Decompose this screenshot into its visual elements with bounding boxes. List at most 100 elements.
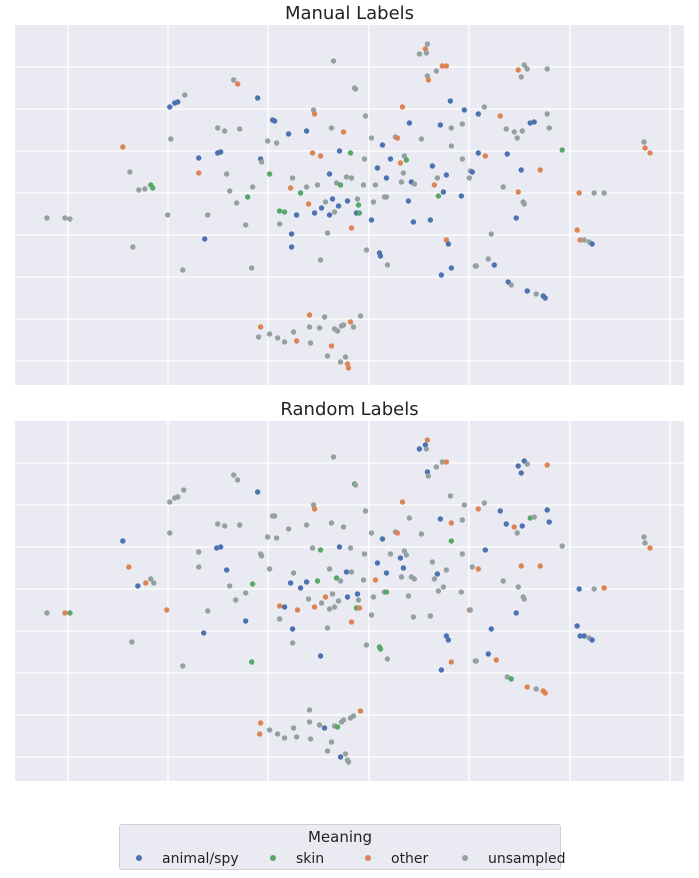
scatter-point bbox=[180, 267, 186, 273]
scatter-point bbox=[383, 589, 390, 595]
scatter-point bbox=[271, 118, 278, 124]
scatter-point bbox=[475, 566, 482, 572]
scatter-point bbox=[361, 551, 368, 557]
scatter-point bbox=[443, 633, 450, 639]
scatter-point bbox=[437, 122, 444, 128]
scatter-point bbox=[448, 659, 455, 665]
scatter-point bbox=[458, 193, 465, 199]
scatter-point bbox=[333, 575, 340, 581]
scatter-point bbox=[328, 343, 335, 349]
scatter-point bbox=[266, 171, 273, 177]
scatter-point bbox=[318, 600, 325, 606]
scatter-point bbox=[481, 104, 487, 110]
scatter-point bbox=[202, 236, 208, 242]
plot-background bbox=[15, 421, 684, 781]
scatter-point bbox=[276, 616, 283, 622]
scatter-point bbox=[514, 135, 520, 141]
scatter-point bbox=[513, 610, 519, 616]
scatter-point bbox=[546, 125, 552, 131]
scatter-point bbox=[482, 153, 488, 159]
scatter-point bbox=[533, 291, 539, 297]
scatter-point bbox=[196, 155, 202, 161]
scatter-point bbox=[448, 520, 455, 526]
scatter-point bbox=[469, 564, 476, 570]
scatter-point bbox=[307, 736, 314, 742]
scatter-point bbox=[175, 494, 181, 500]
scatter-point bbox=[448, 538, 455, 544]
scatter-point bbox=[589, 637, 595, 643]
legend-label: other bbox=[391, 851, 429, 867]
scatter-point bbox=[488, 626, 494, 632]
scatter-point bbox=[271, 513, 278, 519]
scatter-point bbox=[576, 190, 582, 196]
scatter-point bbox=[248, 265, 255, 271]
scatter-plot-manual bbox=[15, 25, 684, 385]
scatter-point bbox=[601, 190, 607, 196]
scatter-point bbox=[324, 230, 331, 236]
scatter-point bbox=[438, 667, 445, 673]
scatter-point bbox=[324, 625, 331, 631]
scatter-point bbox=[266, 566, 273, 572]
scatter-point bbox=[504, 674, 510, 680]
scatter-point bbox=[264, 534, 271, 540]
scatter-point bbox=[62, 610, 68, 616]
scatter-point bbox=[387, 156, 394, 162]
scatter-point bbox=[287, 580, 294, 586]
scatter-point bbox=[317, 257, 324, 263]
scatter-point bbox=[497, 508, 503, 514]
scatter-point bbox=[274, 731, 281, 737]
scatter-point bbox=[439, 459, 446, 465]
scatter-point bbox=[368, 217, 375, 223]
scatter-point bbox=[521, 596, 527, 602]
scatter-point bbox=[515, 67, 521, 73]
scatter-point bbox=[303, 128, 310, 134]
scatter-point bbox=[322, 594, 329, 600]
scatter-point bbox=[508, 676, 514, 682]
scatter-point bbox=[347, 545, 354, 551]
scatter-point bbox=[544, 66, 550, 72]
scatter-point bbox=[384, 656, 391, 662]
scatter-point bbox=[403, 157, 410, 163]
scatter-point bbox=[254, 489, 261, 495]
scatter-point bbox=[467, 607, 474, 613]
scatter-point bbox=[196, 564, 202, 570]
scatter-point bbox=[574, 227, 580, 233]
scatter-point bbox=[249, 184, 256, 190]
scatter-point bbox=[354, 196, 361, 202]
scatter-point bbox=[316, 722, 323, 728]
scatter-point bbox=[503, 521, 509, 527]
scatter-point bbox=[515, 584, 521, 590]
scatter-point bbox=[330, 58, 337, 64]
legend-item-animal-spy: animal/spy bbox=[136, 851, 239, 867]
scatter-point bbox=[333, 180, 340, 186]
scatter-point bbox=[384, 262, 391, 268]
scatter-point bbox=[257, 324, 264, 330]
scatter-point bbox=[344, 594, 351, 600]
scatter-point bbox=[232, 597, 239, 603]
scatter-point bbox=[485, 651, 491, 657]
scatter-point bbox=[273, 535, 280, 541]
scatter-point bbox=[518, 470, 524, 476]
scatter-point bbox=[372, 182, 379, 188]
scatter-point bbox=[406, 120, 413, 126]
scatter-point bbox=[524, 288, 530, 294]
scatter-point bbox=[343, 174, 350, 180]
scatter-point bbox=[379, 142, 386, 148]
scatter-point bbox=[328, 520, 335, 526]
scatter-point bbox=[345, 759, 352, 765]
scatter-point bbox=[297, 190, 304, 196]
scatter-point bbox=[363, 247, 370, 253]
scatter-point bbox=[435, 193, 442, 199]
scatter-point bbox=[433, 464, 440, 470]
scatter-point bbox=[255, 334, 262, 340]
scatter-point bbox=[126, 564, 132, 570]
scatter-point bbox=[167, 499, 173, 505]
scatter-point bbox=[447, 98, 454, 104]
scatter-point bbox=[377, 646, 384, 652]
scatter-point bbox=[290, 570, 297, 576]
scatter-point bbox=[287, 185, 294, 191]
scatter-point bbox=[488, 231, 494, 237]
scatter-point bbox=[303, 579, 310, 585]
scatter-point bbox=[342, 751, 349, 757]
scatter-point bbox=[234, 81, 241, 87]
